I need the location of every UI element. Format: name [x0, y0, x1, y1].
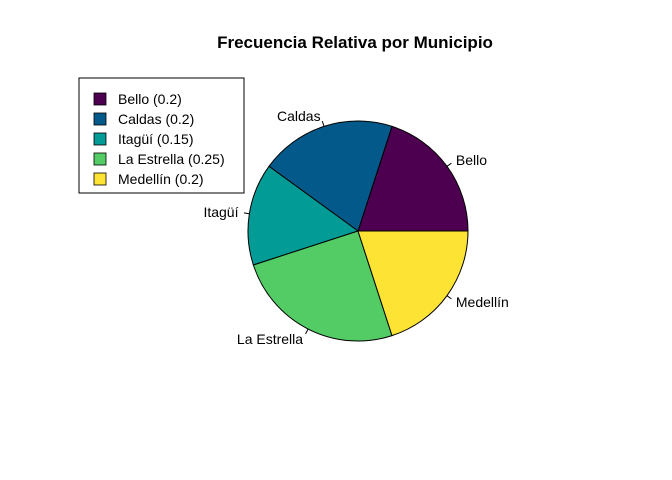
slice-tick-itag- — [243, 212, 250, 215]
legend: Bello (0.2) Caldas (0.2) Itagüí (0.15) La E… — [78, 77, 245, 194]
legend-label-itag-: Itagüí (0.15) — [118, 131, 194, 147]
legend-label-la-estrella: La Estrella (0.25) — [118, 151, 225, 167]
legend-label-caldas: Caldas (0.2) — [118, 111, 194, 127]
slice-tick-la-estrella — [305, 328, 309, 335]
slice-tick-bello — [446, 162, 452, 167]
legend-swatch-la-estrella — [93, 152, 107, 166]
legend-swatch-itag- — [93, 132, 107, 146]
legend-swatch-bello — [93, 92, 107, 106]
slice-tick-caldas — [321, 120, 325, 127]
legend-box — [78, 77, 245, 194]
pie-slice-itag- — [247, 165, 360, 266]
legend-label-medell-n: Medellín (0.2) — [118, 171, 204, 187]
slice-label-medell-n: Medellín — [456, 294, 509, 310]
chart-title: Frecuencia Relativa por Municipio — [217, 33, 493, 52]
pie-slice-caldas — [268, 120, 393, 232]
slice-labels: Bello Caldas Itagüí La Estrella Medellín — [203, 108, 508, 347]
slice-tick-medell-n — [446, 295, 452, 300]
legend-label-bello: Bello (0.2) — [118, 91, 182, 107]
slice-label-itag-: Itagüí — [203, 204, 238, 220]
legend-swatch-caldas — [93, 112, 107, 126]
slice-label-bello: Bello — [456, 152, 487, 168]
legend-swatch-medell-n — [93, 172, 107, 186]
pie-slices — [247, 120, 469, 342]
slice-label-caldas: Caldas — [277, 108, 321, 124]
slice-label-la-estrella: La Estrella — [237, 331, 303, 347]
